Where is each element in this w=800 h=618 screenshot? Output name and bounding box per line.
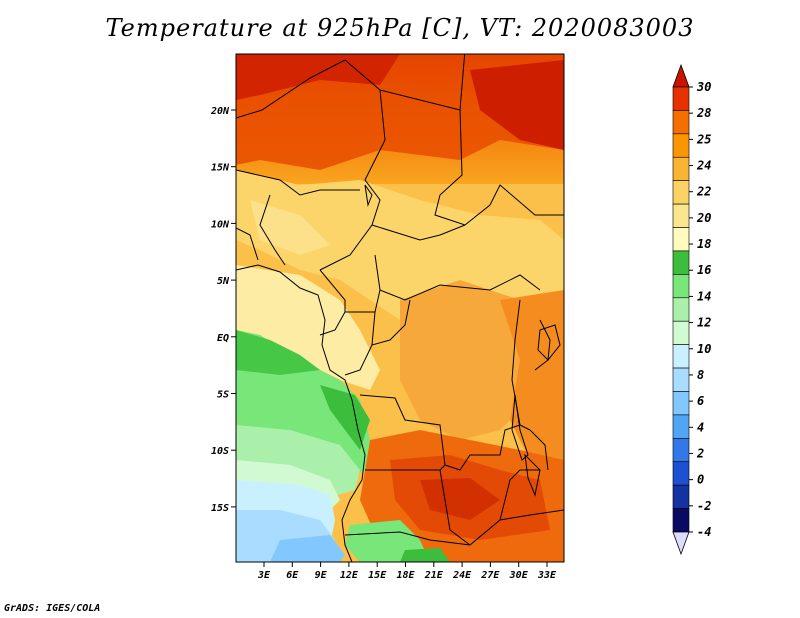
colorbar-segment [672, 438, 690, 463]
colorbar-segment [672, 156, 690, 181]
lat-label: 15S [211, 503, 229, 514]
colorbar-label: -2 [697, 499, 711, 513]
lon-label: 9E [315, 570, 328, 581]
lakes [364, 184, 561, 497]
colorbar-segment [672, 367, 690, 392]
colorbar-segment [672, 203, 690, 228]
lat-label: 5S [217, 390, 229, 401]
lat-label: EQ [217, 333, 229, 344]
colorbar-segment [672, 133, 690, 158]
colorbar-top-arrow [672, 63, 690, 88]
colorbar-label: 2 [696, 446, 704, 460]
colorbar-segment [672, 250, 690, 275]
map-frame [235, 53, 565, 563]
lat-label: 5N [217, 276, 230, 287]
colorbar-label: 22 [696, 185, 711, 199]
country-borders [236, 54, 564, 546]
colorbar-label: -4 [697, 525, 711, 539]
colorbar-bottom-arrow [672, 531, 690, 556]
software-credit: GrADS: IGES/COLA [4, 603, 101, 614]
lat-label: 20N [210, 106, 230, 117]
colorbar-label: 16 [697, 263, 711, 277]
lon-label: 3E [257, 570, 271, 581]
lat-label: 10N [211, 219, 230, 230]
temperature-field [236, 54, 564, 562]
colorbar-label: 8 [697, 368, 704, 382]
chart-title: Temperature at 925hPa [C], VT: 202008300… [105, 14, 695, 42]
colorbar-segment [672, 461, 690, 486]
colorbar-segment [672, 344, 690, 369]
colorbar-segment [672, 320, 690, 345]
colorbar-label: 24 [696, 159, 711, 173]
lat-label: 10S [211, 446, 229, 457]
colorbar-segment [672, 86, 690, 111]
longitude-axis: 3E 6E 9E 12E 15E 18E 21E 24E 27E 30E 33E [257, 562, 557, 581]
colorbar-label: 20 [696, 211, 711, 225]
colorbar-segment [672, 110, 690, 135]
lon-label: 12E [340, 570, 359, 581]
colorbar-segment [672, 227, 690, 252]
colorbar-label: 12 [697, 316, 711, 330]
colorbar-label: 30 [696, 80, 711, 94]
colorbar-segment [672, 484, 690, 509]
colorbar-label: 0 [697, 473, 704, 487]
colorbar-segment [672, 180, 690, 205]
lon-label: 21E [424, 570, 444, 581]
colorbar-label: 4 [697, 420, 704, 434]
lon-label: 27E [480, 570, 500, 581]
colorbar-segment [672, 391, 690, 416]
colorbar-segment [672, 508, 690, 533]
lon-label: 30E [509, 570, 529, 581]
colorbar-label: 25 [696, 132, 711, 146]
latitude-axis: 20N 15N 10N 5N EQ 5S 10S 15S [210, 106, 236, 514]
lon-label: 33E [537, 570, 557, 581]
lon-label: 24E [452, 570, 472, 581]
colorbar-segment [672, 274, 690, 299]
lat-label: 15N [211, 163, 230, 174]
lon-label: 18E [396, 570, 415, 581]
colorbar-segment [672, 414, 690, 439]
lon-label: 6E [286, 570, 299, 581]
colorbar-segment [672, 297, 690, 322]
colorbar-label: 6 [697, 394, 704, 408]
colorbar-label: 10 [697, 342, 711, 356]
coastline [236, 264, 366, 562]
lon-label: 15E [368, 570, 387, 581]
colorbar-label: 14 [697, 289, 711, 303]
colorbar-label: 18 [697, 237, 711, 251]
colorbar-label: 28 [696, 106, 711, 120]
